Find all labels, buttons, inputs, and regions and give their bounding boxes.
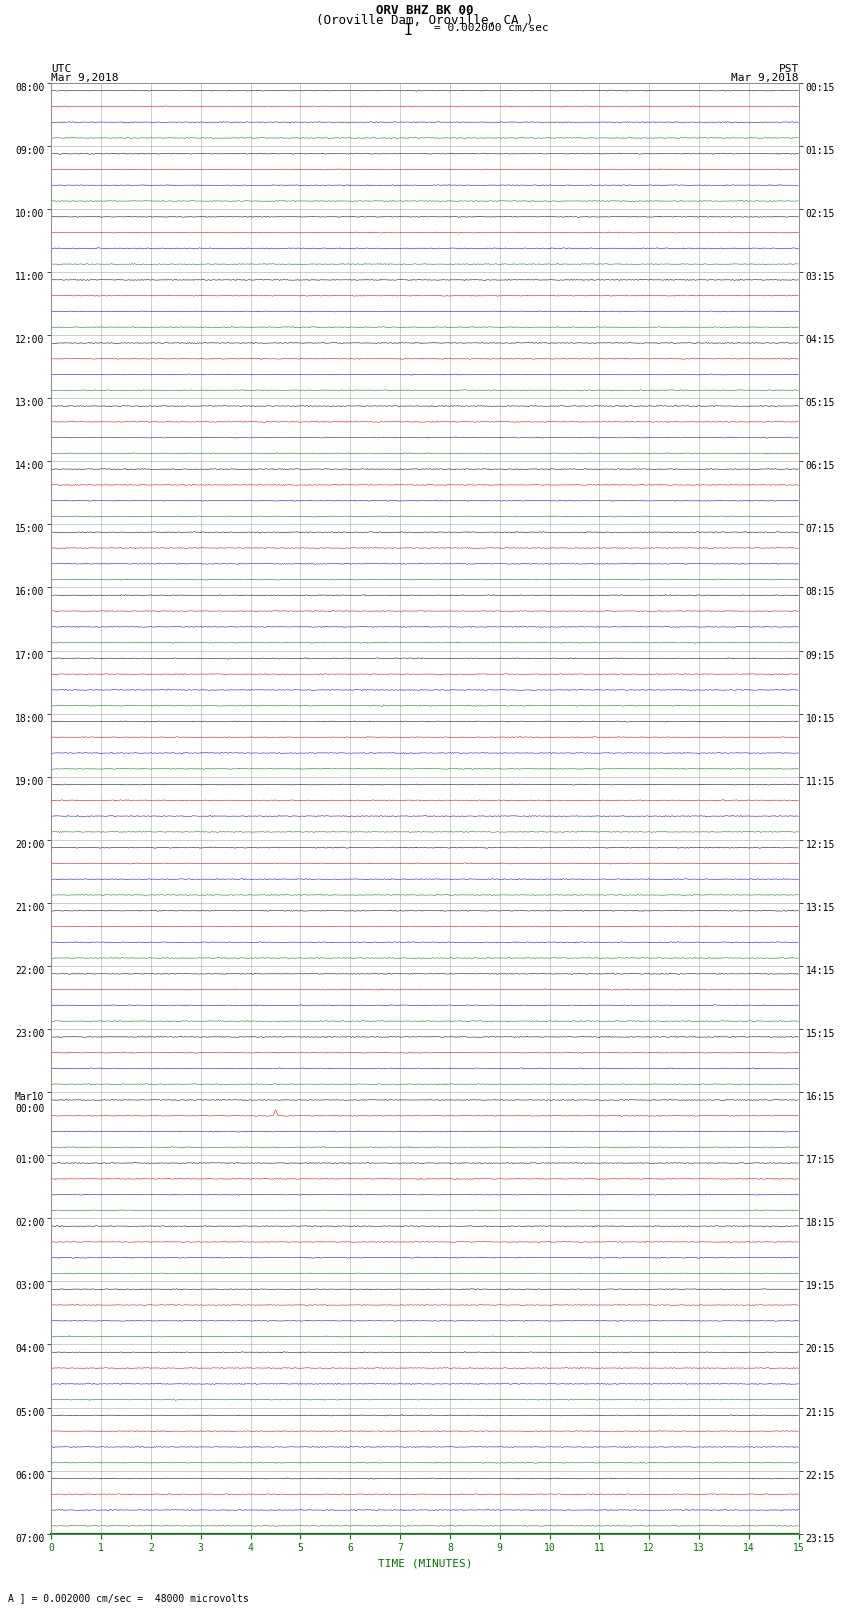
Text: = 0.002000 cm/sec: = 0.002000 cm/sec (434, 23, 548, 32)
Text: PST: PST (779, 65, 799, 74)
Text: Mar 9,2018: Mar 9,2018 (51, 73, 119, 82)
Text: UTC: UTC (51, 65, 71, 74)
Text: A ] = 0.002000 cm/sec =  48000 microvolts: A ] = 0.002000 cm/sec = 48000 microvolts (8, 1594, 249, 1603)
Text: (Oroville Dam, Oroville, CA ): (Oroville Dam, Oroville, CA ) (316, 13, 534, 27)
X-axis label: TIME (MINUTES): TIME (MINUTES) (377, 1560, 473, 1569)
Text: Mar 9,2018: Mar 9,2018 (731, 73, 799, 82)
Text: ORV BHZ BK 00: ORV BHZ BK 00 (377, 5, 473, 18)
Text: I: I (404, 24, 412, 39)
